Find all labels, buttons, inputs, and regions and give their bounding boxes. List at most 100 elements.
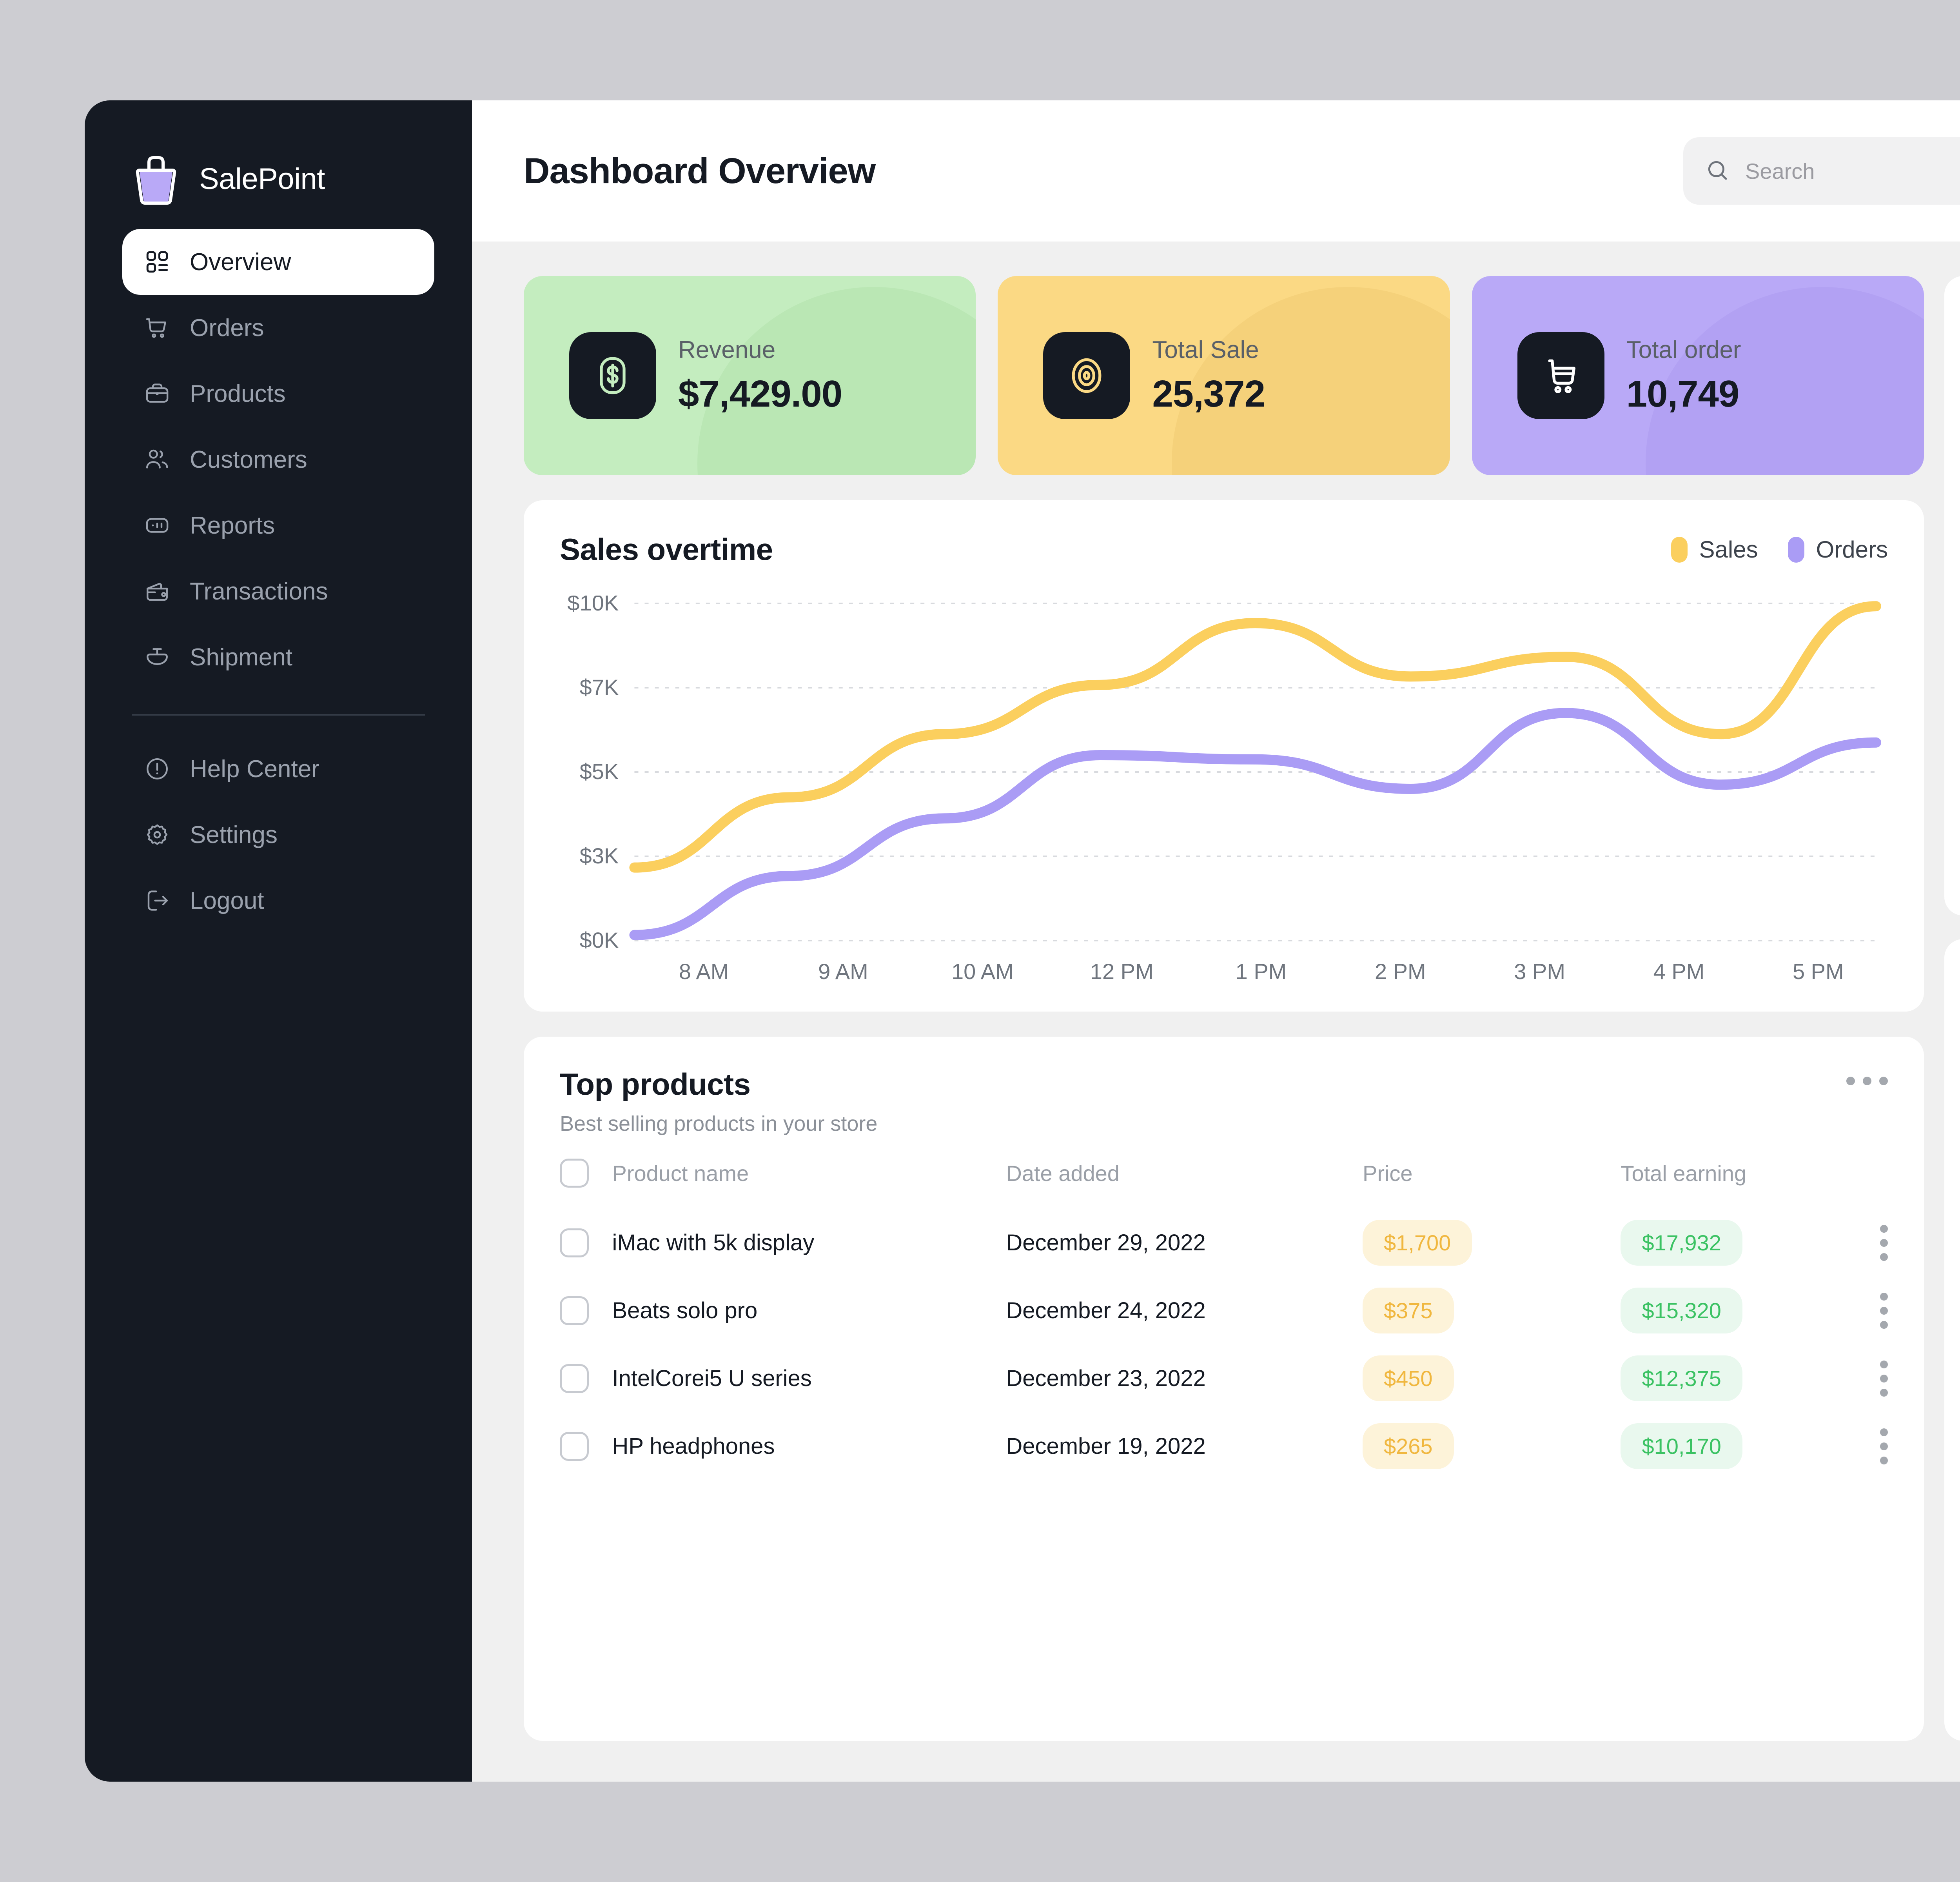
chart-x-axis: 8 AM 9 AM 10 AM 12 PM 1 PM 2 PM 3 PM 4 PM 5 PM: [560, 959, 1888, 984]
cell-date-added: December 23, 2022: [1006, 1366, 1206, 1391]
wallet-icon: [144, 578, 170, 604]
x-tick-label: 1 PM: [1235, 959, 1287, 984]
legend-label: Sales: [1699, 536, 1758, 563]
stat-text: Total Sale 25,372: [1152, 336, 1265, 416]
sales-chart-plot: $0K $3K $5K $7K $10K: [560, 596, 1888, 948]
x-tick-label: 4 PM: [1653, 959, 1705, 984]
cart-icon: [144, 315, 170, 341]
cell-actions: [1880, 1209, 1888, 1277]
shopping-bag-icon: [132, 153, 180, 205]
sidebar-item-logout[interactable]: Logout: [122, 868, 434, 934]
row-checkbox[interactable]: [560, 1228, 589, 1257]
stat-card-total-order: Total order 10,749: [1472, 276, 1924, 475]
legend-item-orders: Orders: [1788, 536, 1888, 563]
more-horizontal-icon[interactable]: [1846, 1066, 1888, 1085]
cell-price: $265: [1362, 1412, 1621, 1480]
table-header-row: Product name Date added Price Total earn…: [560, 1159, 1888, 1209]
topbar-actions: [1683, 137, 1960, 205]
sidebar-item-label: Orders: [190, 314, 264, 342]
column-header-total-earning: Total earning: [1621, 1161, 1747, 1186]
report-icon: [144, 512, 170, 538]
page-title: Dashboard Overview: [524, 151, 876, 191]
sidebar-nav: Overview Orders: [85, 202, 472, 690]
price-badge: $450: [1362, 1355, 1454, 1401]
cell-date-added: December 19, 2022: [1006, 1433, 1206, 1459]
stat-card-revenue: Revenue $7,429.00: [524, 276, 976, 475]
stat-cards: Revenue $7,429.00: [524, 276, 1924, 475]
stat-label: Total Sale: [1152, 336, 1259, 363]
row-checkbox[interactable]: [560, 1431, 589, 1461]
row-checkbox-cell: [560, 1412, 612, 1480]
column-header-product-name: Product name: [612, 1161, 749, 1186]
row-checkbox[interactable]: [560, 1296, 589, 1325]
cell-product-name: iMac with 5k display: [612, 1230, 815, 1255]
more-vertical-icon[interactable]: [1880, 1224, 1888, 1261]
sidebar-item-overview[interactable]: Overview: [122, 229, 434, 295]
table-row[interactable]: HP headphones December 19, 2022 $265 $10,17…: [560, 1412, 1888, 1480]
cart-icon: [1517, 332, 1604, 419]
shipment-icon: [144, 644, 170, 670]
cell-actions: [1880, 1412, 1888, 1480]
select-all-checkbox[interactable]: [560, 1159, 589, 1188]
more-vertical-icon[interactable]: [1880, 1428, 1888, 1464]
earning-badge: $10,170: [1621, 1423, 1742, 1469]
sidebar-item-orders[interactable]: Orders: [122, 295, 434, 361]
sidebar-item-customers[interactable]: Customers: [122, 427, 434, 492]
top-products-subtitle: Best selling products in your store: [560, 1112, 878, 1135]
sidebar-item-label: Help Center: [190, 755, 319, 783]
top-products-card: Top products Best selling products in yo…: [524, 1037, 1924, 1741]
x-tick-label: 9 AM: [818, 959, 868, 984]
x-tick-label: 5 PM: [1792, 959, 1844, 984]
table-row[interactable]: IntelCorei5 U series December 23, 2022 $45…: [560, 1344, 1888, 1412]
row-checkbox[interactable]: [560, 1364, 589, 1393]
left-column: Revenue $7,429.00: [524, 276, 1924, 1741]
legend-label: Orders: [1816, 536, 1888, 563]
sales-chart-title: Sales overtime: [560, 532, 773, 567]
search-box[interactable]: [1683, 137, 1960, 205]
cell-price: $450: [1362, 1344, 1621, 1412]
row-checkbox-cell: [560, 1277, 612, 1344]
app-window: SalePoint Overview: [85, 100, 1960, 1782]
price-badge: $1,700: [1362, 1220, 1472, 1266]
sidebar-item-label: Customers: [190, 446, 307, 473]
stat-value: 25,372: [1152, 372, 1265, 415]
column-header-actions: [1880, 1159, 1888, 1209]
sidebar-item-reports[interactable]: Reports: [122, 492, 434, 558]
sidebar-nav-bottom: Help Center Settings L: [85, 716, 472, 934]
x-tick-label: 12 PM: [1090, 959, 1154, 984]
sidebar-item-label: Settings: [190, 821, 278, 848]
stat-card-total-sale: Total Sale 25,372: [998, 276, 1450, 475]
stat-value: $7,429.00: [678, 372, 842, 415]
device-user-card: Device user 40%Desktop50%Mobile10%Tablet: [1944, 939, 1960, 1741]
main-area: Dashboard Overview: [472, 100, 1960, 1782]
right-column: Order history Olivia Rhye$175olivia@mail…: [1944, 276, 1960, 1741]
earning-badge: $17,932: [1621, 1220, 1742, 1266]
sidebar-item-transactions[interactable]: Transactions: [122, 558, 434, 624]
search-icon: [1705, 158, 1730, 184]
stat-text: Revenue $7,429.00: [678, 336, 842, 416]
sidebar-item-shipment[interactable]: Shipment: [122, 624, 434, 690]
dashboard-content: Revenue $7,429.00: [472, 242, 1960, 1782]
search-input[interactable]: [1745, 158, 1960, 184]
x-tick-label: 10 AM: [951, 959, 1014, 984]
table-row[interactable]: Beats solo pro December 24, 2022 $375 $15,3…: [560, 1277, 1888, 1344]
top-bar: Dashboard Overview: [472, 100, 1960, 242]
cell-actions: [1880, 1344, 1888, 1412]
cell-total-earning: $15,320: [1621, 1277, 1880, 1344]
sidebar-item-label: Logout: [190, 887, 264, 914]
table-row[interactable]: iMac with 5k display December 29, 2022 $1,…: [560, 1209, 1888, 1277]
cell-price: $1,700: [1362, 1209, 1621, 1277]
sidebar-item-products[interactable]: Products: [122, 361, 434, 427]
price-badge: $375: [1362, 1288, 1454, 1333]
more-vertical-icon[interactable]: [1880, 1360, 1888, 1397]
grid-icon: [144, 249, 170, 275]
sidebar-item-help-center[interactable]: Help Center: [122, 736, 434, 802]
stat-value: 10,749: [1626, 372, 1740, 415]
cell-total-earning: $10,170: [1621, 1412, 1880, 1480]
svg-text:$5K: $5K: [580, 759, 619, 784]
cell-total-earning: $12,375: [1621, 1344, 1880, 1412]
more-vertical-icon[interactable]: [1880, 1292, 1888, 1329]
cell-product-name: IntelCorei5 U series: [612, 1366, 812, 1391]
sidebar-item-settings[interactable]: Settings: [122, 802, 434, 868]
cell-actions: [1880, 1277, 1888, 1344]
